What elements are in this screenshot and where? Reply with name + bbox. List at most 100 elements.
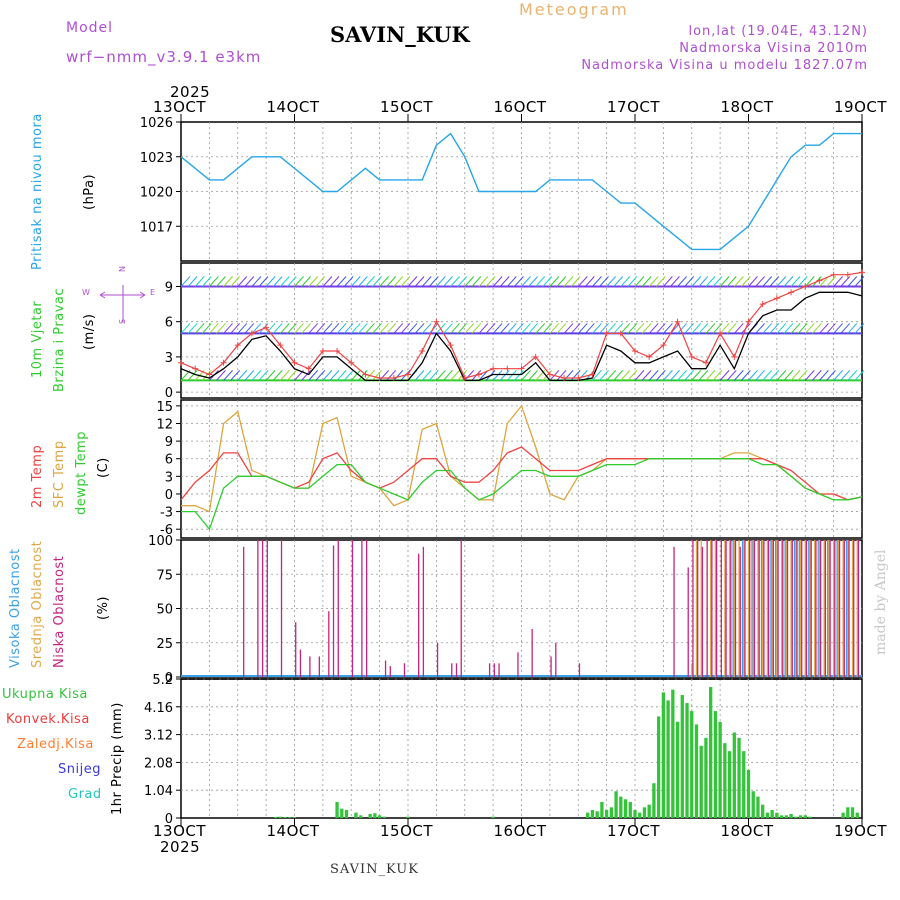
precip-bar xyxy=(368,813,372,818)
wind-barb xyxy=(641,323,652,334)
year-top: 2025 xyxy=(170,83,211,101)
wind-gust-marker xyxy=(234,342,241,349)
wind-gust-marker xyxy=(419,348,426,355)
wind-barb xyxy=(719,323,730,334)
wind-barb xyxy=(471,276,482,287)
wind-barb xyxy=(790,370,801,381)
wind-barb xyxy=(606,276,616,287)
wind-barb xyxy=(762,323,773,334)
wind-barb xyxy=(379,276,389,287)
wind-barb xyxy=(485,276,496,287)
wind-barb xyxy=(499,370,510,381)
wind-barb xyxy=(634,370,645,381)
wind-barb xyxy=(279,323,290,334)
precip-ytick-label: 1.04 xyxy=(144,784,173,799)
wind-barb xyxy=(634,323,645,334)
wind-barb xyxy=(712,370,723,381)
precip-bar xyxy=(638,812,642,818)
wind-barb xyxy=(357,276,368,287)
wind-barb xyxy=(847,370,858,381)
wind-barb xyxy=(201,276,212,287)
wind-barb xyxy=(393,370,404,381)
compass-east: E xyxy=(150,288,156,297)
wind-barb xyxy=(535,276,546,287)
elevation-label: Nadmorska Visina 2010m xyxy=(679,41,868,56)
precip-bar xyxy=(619,796,623,818)
wind-barb xyxy=(308,276,319,287)
wind-barb xyxy=(811,370,822,381)
precip-ytick-label: 4.16 xyxy=(144,701,173,716)
wind-barb xyxy=(620,323,631,334)
wind-barb xyxy=(755,370,765,381)
wind-barb xyxy=(670,276,680,287)
wind-barb xyxy=(854,276,865,287)
wind-barb xyxy=(428,276,439,287)
wind-barb xyxy=(563,276,574,287)
precip-bar xyxy=(382,816,387,818)
wind-barb xyxy=(577,323,588,334)
wind-gust-marker xyxy=(348,359,355,366)
wind-gust-marker xyxy=(319,348,326,355)
wind-barb xyxy=(272,370,283,381)
wind-barb xyxy=(655,276,666,287)
wind-barb xyxy=(719,276,730,287)
wind-barb xyxy=(790,276,801,287)
legend-hail: Grad xyxy=(68,787,102,802)
wind-barb xyxy=(315,323,326,334)
wind-gust-marker xyxy=(745,318,752,325)
precip-bar xyxy=(406,816,410,818)
wind-barb xyxy=(663,276,673,287)
cloud-ytick-label: 75 xyxy=(156,568,173,583)
wind-barb xyxy=(379,323,389,334)
wind-barb xyxy=(365,276,375,287)
wind-barb xyxy=(691,276,702,287)
wind-barb xyxy=(279,276,290,287)
precip-bar xyxy=(671,689,675,818)
wind-barb xyxy=(506,323,517,334)
wind-barb xyxy=(620,276,631,287)
wind-barb xyxy=(450,276,460,287)
wind-gust-marker xyxy=(206,371,213,378)
cloud-ytick-label: 100 xyxy=(148,534,173,549)
wind-barb xyxy=(833,370,843,381)
wind-gust-marker xyxy=(788,289,795,296)
wind-barb xyxy=(648,276,659,287)
station-title: SAVIN_KUK xyxy=(330,22,470,47)
wind-barb xyxy=(677,370,687,381)
wind-barb xyxy=(769,323,780,334)
wind-barb xyxy=(684,370,695,381)
wind-barb xyxy=(570,276,581,287)
wind-gust-marker xyxy=(844,271,851,278)
wind-barb xyxy=(663,323,673,334)
wind-barb xyxy=(776,276,787,287)
wind-barb xyxy=(350,370,361,381)
bottom-date-label: 13OCT xyxy=(153,822,207,840)
wind-barb xyxy=(287,370,297,381)
wind-barb xyxy=(251,370,262,381)
precip-bar xyxy=(647,804,651,818)
wind-barb xyxy=(797,276,808,287)
wind-barb xyxy=(663,370,673,381)
wind-barb xyxy=(322,323,333,334)
wind-barb xyxy=(776,323,787,334)
wind-barb xyxy=(542,276,553,287)
precip-bar xyxy=(642,807,647,818)
precip-bar xyxy=(604,809,609,818)
wind-barb xyxy=(436,370,446,381)
wind-barb xyxy=(365,323,375,334)
wind-barb xyxy=(521,276,531,287)
wind-barb xyxy=(613,323,624,334)
wind-barb xyxy=(769,370,780,381)
wind-barb xyxy=(471,323,482,334)
wind-barb xyxy=(272,323,283,334)
wind-gust-marker xyxy=(603,330,610,337)
wind-barb xyxy=(577,370,588,381)
precip-bar xyxy=(595,811,599,818)
precip-ytick-label: 3.12 xyxy=(144,729,173,744)
wind-barb xyxy=(357,323,368,334)
wind-gust-marker xyxy=(376,375,383,382)
wind-barb xyxy=(443,276,453,287)
wind-barb xyxy=(783,276,794,287)
wind-barb xyxy=(634,276,645,287)
